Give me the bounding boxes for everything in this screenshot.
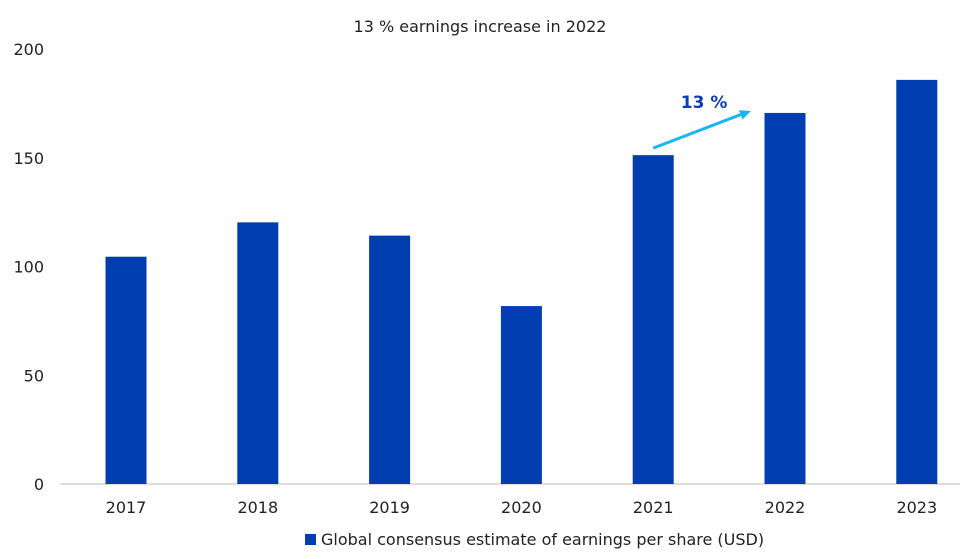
bar-2020 (500, 306, 542, 484)
legend-label: Global consensus estimate of earnings pe… (321, 530, 764, 549)
growth-arrow (652, 111, 746, 150)
y-tick-label: 0 (34, 475, 44, 494)
x-tick-label: 2018 (237, 498, 278, 517)
y-tick-label: 50 (24, 366, 44, 385)
bar-2022 (764, 112, 806, 484)
x-tick-label: 2023 (896, 498, 937, 517)
y-tick-label: 150 (13, 149, 44, 168)
x-tick-label: 2022 (765, 498, 806, 517)
x-tick-label: 2019 (369, 498, 410, 517)
y-tick-label: 200 (13, 40, 44, 59)
chart-title: 13 % earnings increase in 2022 (354, 17, 607, 36)
bar-2017 (105, 256, 147, 484)
x-tick-label: 2017 (106, 498, 147, 517)
x-tick-label: 2021 (633, 498, 674, 517)
growth-annotation: 13 % (681, 93, 728, 113)
arrow-head-icon (738, 110, 751, 120)
legend-swatch (305, 534, 316, 545)
bar-2018 (237, 222, 279, 484)
bar-2019 (369, 235, 411, 484)
x-tick-label: 2020 (501, 498, 542, 517)
bar-2023 (896, 79, 938, 484)
bar-2021 (632, 155, 674, 484)
y-tick-label: 100 (13, 258, 44, 277)
